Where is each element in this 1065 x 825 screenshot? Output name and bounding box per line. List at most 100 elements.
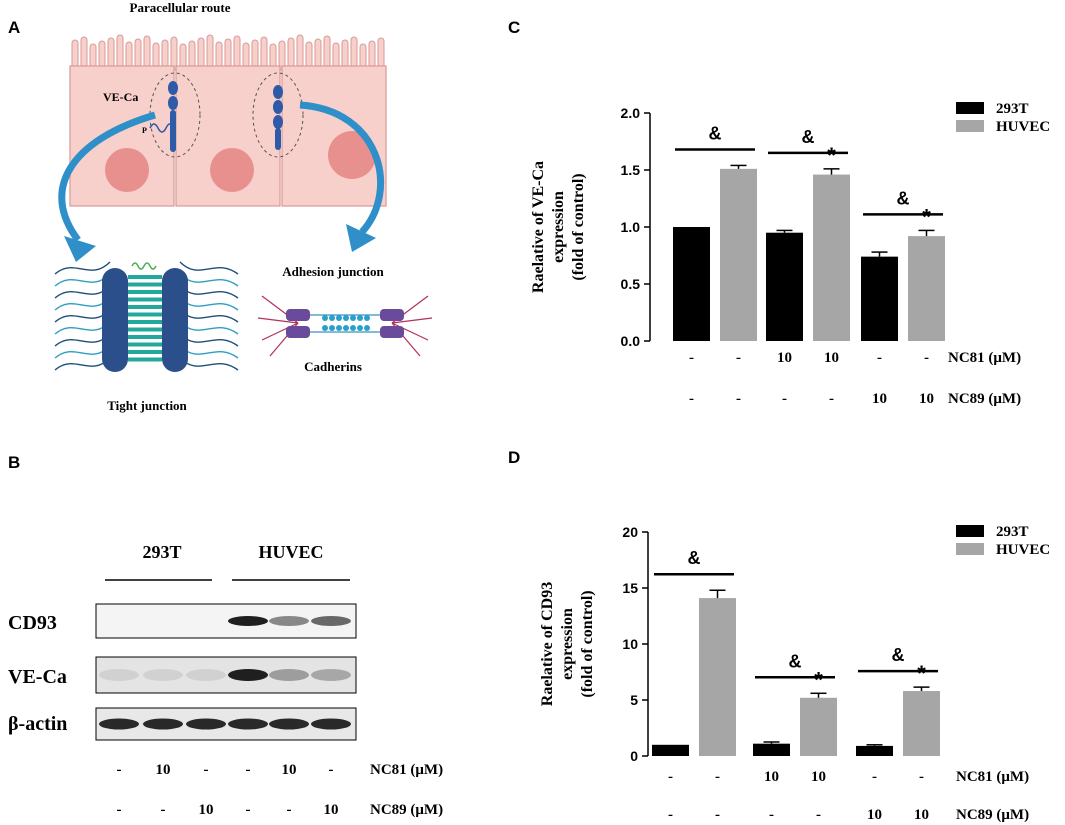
nc81-label: NC81 (μM) (948, 350, 1021, 366)
cadherin-bead (343, 315, 349, 321)
adhesion-junction-illustration: Adhesion junction Cadherins (257, 264, 433, 374)
nc89-value: - (668, 807, 673, 823)
tight-junction-strand-right (179, 285, 239, 299)
nc81-value: - (877, 350, 882, 366)
nc89-value: - (715, 807, 720, 823)
legend-label-293t: 293T (996, 524, 1029, 540)
tight-junction-bar (128, 297, 162, 302)
nc81-value: 10 (764, 769, 779, 785)
significance-star: * (814, 667, 823, 692)
tight-junction-bars (128, 262, 162, 362)
tight-junction-strand-left (54, 297, 111, 311)
blot-band (186, 669, 226, 681)
junction-proteins-right (273, 85, 283, 150)
nc81-value: - (924, 350, 929, 366)
tight-junction-bar (128, 282, 162, 287)
nc81-value: 10 (811, 769, 826, 785)
nucleus-right (328, 131, 376, 179)
microvillus (287, 37, 295, 71)
blot-nc81-value: 10 (282, 762, 297, 778)
cadherin-bead (329, 325, 335, 331)
legend-swatch-huvec (956, 543, 984, 555)
blot-band (311, 718, 351, 730)
tight-junction-strand-right (179, 333, 239, 347)
legend-swatch-huvec (956, 120, 984, 132)
tight-junction-loop (131, 262, 157, 270)
nc81-value: 10 (824, 350, 839, 366)
blot-band (143, 718, 183, 730)
bar-huvec (813, 174, 850, 341)
tight-junction-strand-left (54, 357, 111, 371)
panel-d-label: D (508, 448, 520, 467)
y-axis-label: Raelative of CD93 (539, 582, 556, 706)
y-tick-label: 1.0 (621, 219, 641, 235)
significance-ampersand: & (709, 123, 722, 143)
significance-star: * (922, 204, 931, 229)
bar-293t (861, 256, 898, 341)
blot-band (228, 669, 268, 681)
y-tick-label: 1.5 (621, 162, 641, 178)
bar-293t (652, 744, 689, 756)
nc81-value: - (668, 769, 673, 785)
microvilli (71, 34, 385, 71)
panel-b: B 293T HUVEC CD93 VE-Ca β-actin -10- -10-… (8, 453, 443, 818)
junction-circle-left (149, 72, 201, 158)
tight-junction-strand-left (54, 273, 111, 287)
cadherins-label: Cadherins (304, 359, 362, 374)
cadherin-bead (329, 315, 335, 321)
significance-ampersand: & (688, 548, 701, 568)
blot-nc89-label: NC89 (μM) (370, 802, 443, 818)
nc89-value: - (816, 807, 821, 823)
blot-group-huvec: HUVEC (258, 542, 323, 562)
y-tick-label: 0 (630, 748, 638, 764)
legend-swatch-293t (956, 102, 984, 114)
microvillus (224, 38, 232, 71)
adhesion-filament-right (391, 317, 433, 324)
tight-junction-strand-right (179, 297, 239, 311)
tight-junction-strand-left (54, 309, 111, 323)
significance-ampersand: & (897, 188, 910, 208)
blot-band (311, 616, 351, 626)
y-tick-label: 2.0 (621, 105, 641, 121)
nc81-value: - (872, 769, 877, 785)
blot-row-label-veca: VE-Ca (8, 666, 67, 688)
blot-row-label-cd93: CD93 (8, 612, 57, 634)
cell-right (281, 65, 387, 207)
y-axis-label: (fold of control) (579, 590, 596, 697)
chart-d: 0 5 10 15 20 Raelative of CD93 expression (fold… (539, 524, 1050, 823)
nc89-label: NC89 (μM) (956, 807, 1029, 823)
tight-junction-strand-left (54, 285, 111, 299)
adhesion-plaque-left (286, 309, 310, 321)
nc89-value: - (782, 391, 787, 407)
bar-huvec (699, 598, 736, 756)
significance-star: * (827, 143, 836, 168)
y-tick-label: 10 (622, 636, 638, 652)
adhesion-filament-right (391, 322, 429, 341)
blot-bands (99, 616, 351, 730)
microvillus (314, 38, 322, 71)
blot-band (228, 718, 268, 730)
adhesion-plaque-right-2 (380, 326, 404, 338)
nc89-value: 10 (872, 391, 887, 407)
microvillus (260, 36, 268, 71)
tight-junction-strand-right (179, 261, 239, 275)
cadherin-bead (322, 315, 328, 321)
blot-band (269, 669, 309, 681)
panel-d: D 0 5 10 15 20 Raelative of CD93 expression (fo… (508, 448, 1050, 823)
tight-junction-bar (128, 335, 162, 339)
tight-junction-strand-left (54, 333, 111, 347)
blot-nc89-value: - (161, 802, 166, 818)
bar-293t (766, 232, 803, 341)
y-tick-label: 0.0 (621, 333, 641, 349)
microvillus (350, 36, 358, 71)
nc81-value: - (736, 350, 741, 366)
legend-swatch-293t (956, 525, 984, 537)
tight-junction-label: Tight junction (107, 398, 187, 413)
tight-junction-bar (128, 312, 162, 317)
blot-band (186, 718, 226, 730)
tight-junction-bar (128, 350, 162, 354)
bar-293t (753, 743, 790, 756)
tight-junction-strand-right (179, 309, 239, 323)
microvillus (116, 34, 124, 71)
arrow-head-left (64, 236, 96, 262)
